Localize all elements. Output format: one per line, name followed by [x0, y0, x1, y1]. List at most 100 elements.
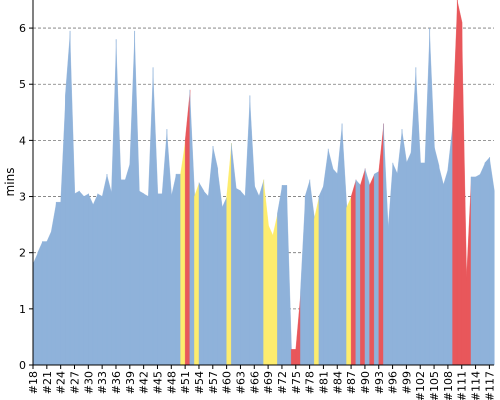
area-segment-117: [489, 157, 495, 366]
area-segment-31: [92, 193, 99, 366]
x-tick-label-51: #51: [179, 371, 192, 394]
y-tick-label-4: 4: [19, 134, 26, 147]
area-segment-79: [314, 196, 320, 366]
area-segment-81: [323, 148, 329, 366]
area-segment-94: [383, 123, 389, 366]
area-segment-37: [120, 179, 126, 366]
area-segment-46: [161, 129, 168, 366]
area-segment-74: [291, 349, 297, 366]
x-tick-label-93: #93: [373, 371, 386, 394]
area-segment-50: [180, 140, 186, 366]
area-segment-41: [138, 190, 145, 366]
area-segment-43: [148, 67, 154, 366]
area-segment-85: [341, 123, 348, 366]
y-tick-label-5: 5: [19, 78, 26, 91]
area-segment-49: [175, 173, 182, 366]
area-segment-96: [392, 162, 398, 366]
area-segment-77: [304, 179, 311, 366]
x-tick-label-111: #111: [456, 371, 469, 400]
area-segment-65: [249, 95, 255, 366]
area-segment-86: [346, 196, 352, 366]
area-segment-25: [65, 30, 71, 366]
area-segment-51: [184, 89, 191, 366]
area-segment-89: [360, 168, 366, 366]
y-tick-label-1: 1: [19, 303, 26, 316]
area-segment-42: [143, 193, 149, 366]
area-segment-93: [378, 123, 384, 366]
area-segment-18: [32, 252, 39, 366]
area-segment-21: [46, 230, 52, 366]
x-tick-label-54: #54: [193, 371, 206, 394]
area-segment-27: [74, 190, 80, 366]
area-segment-69: [267, 224, 274, 366]
area-segment-99: [406, 151, 412, 366]
area-segment-100: [410, 67, 417, 366]
area-segment-109: [452, 0, 458, 366]
x-tick-label-30: #30: [82, 371, 95, 394]
area-segment-101: [415, 67, 421, 366]
y-tick-label-6: 6: [19, 22, 26, 35]
area-segment-111: [461, 22, 467, 366]
x-tick-label-105: #105: [428, 371, 441, 400]
x-tick-label-18: #18: [27, 371, 40, 394]
area-segment-105: [433, 145, 440, 366]
area-segment-44: [152, 67, 159, 366]
area-segment-47: [166, 129, 172, 366]
x-tick-label-96: #96: [387, 371, 400, 394]
area-segment-66: [254, 185, 260, 366]
area-segment-112: [466, 176, 472, 366]
area-segment-30: [88, 193, 94, 366]
area-segment-48: [171, 174, 177, 366]
area-segment-68: [263, 179, 269, 366]
x-tick-label-66: #66: [248, 371, 261, 394]
area-segment-23: [55, 202, 62, 366]
area-segment-38: [125, 162, 131, 366]
area-segment-56: [208, 145, 214, 366]
area-segment-88: [355, 179, 361, 366]
x-tick-label-24: #24: [55, 371, 68, 394]
x-tick-label-117: #117: [483, 371, 496, 400]
x-tick-label-42: #42: [138, 371, 151, 394]
area-segment-103: [424, 28, 431, 366]
area-segment-36: [115, 39, 122, 366]
area-segment-80: [318, 185, 324, 366]
area-segment-59: [221, 196, 228, 366]
area-segment-34: [106, 174, 112, 366]
area-segment-52: [189, 89, 195, 366]
area-segment-84: [337, 123, 343, 366]
x-tick-label-33: #33: [96, 371, 109, 394]
y-tick-label-3: 3: [19, 191, 26, 204]
x-tick-label-81: #81: [317, 371, 330, 394]
area-segment-29: [83, 193, 89, 366]
area-segment-110: [456, 0, 463, 366]
area-segment-106: [438, 165, 444, 366]
area-segment-40: [134, 30, 140, 366]
area-segment-108: [447, 123, 454, 366]
area-segment-87: [350, 179, 357, 366]
area-segment-19: [37, 241, 43, 366]
x-tick-label-84: #84: [331, 371, 344, 394]
area-segment-45: [157, 193, 163, 366]
area-segment-72: [281, 185, 288, 366]
x-tick-label-69: #69: [262, 371, 275, 394]
area-segment-63: [240, 190, 246, 366]
area-segment-24: [60, 95, 66, 366]
area-segment-55: [203, 190, 209, 366]
y-tick-labels: 0 1 2 3 4 5 6: [19, 22, 33, 372]
area-segment-76: [300, 196, 306, 366]
area-segments: [32, 0, 495, 366]
area-segment-95: [387, 162, 394, 366]
x-tick-label-114: #114: [470, 371, 483, 400]
area-segment-60: [226, 143, 232, 366]
x-tick-label-90: #90: [359, 371, 372, 394]
area-segment-62: [235, 187, 242, 366]
area-segment-115: [480, 162, 486, 366]
x-tick-label-60: #60: [221, 371, 234, 394]
area-segment-54: [198, 181, 205, 366]
area-segment-58: [217, 168, 223, 366]
y-tick-label-2: 2: [19, 247, 26, 260]
area-segment-107: [443, 168, 449, 366]
area-segment-22: [51, 202, 57, 366]
area-segment-116: [484, 156, 490, 366]
area-segment-78: [309, 179, 315, 366]
